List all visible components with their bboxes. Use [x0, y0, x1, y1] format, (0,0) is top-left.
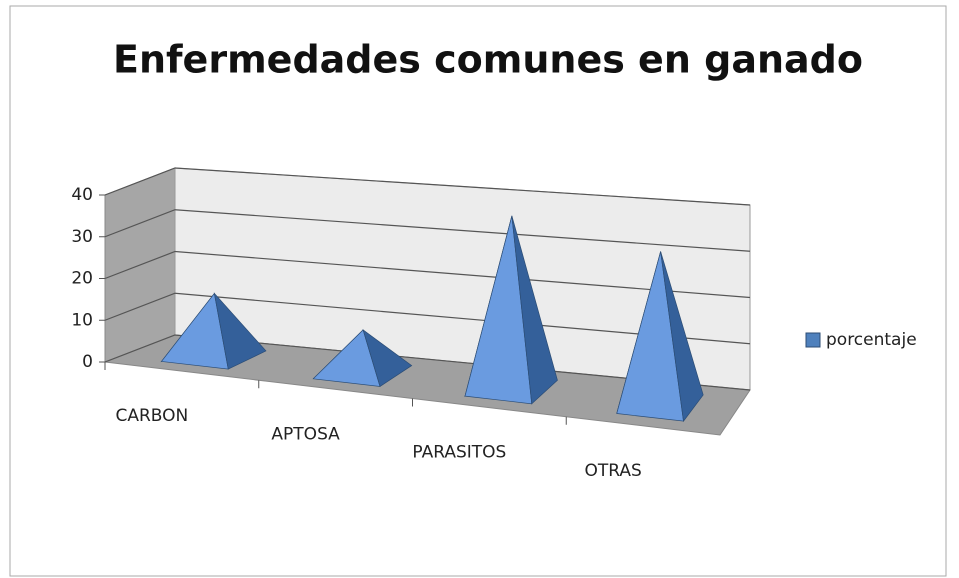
y-tick-label: 10	[71, 310, 93, 330]
legend-swatch	[805, 332, 821, 348]
grid-line	[104, 292, 751, 345]
chart-title: Enfermedades comunes en ganado	[113, 38, 863, 82]
grid-line	[104, 334, 751, 391]
x-tick-label: OTRAS	[584, 461, 641, 481]
pyramid	[160, 292, 267, 370]
x-tick-label: APTOSA	[271, 424, 340, 444]
y-tick-label: 40	[71, 185, 93, 205]
grid-line	[104, 209, 751, 252]
pyramid	[616, 251, 704, 423]
x-tick-label: PARASITOS	[412, 443, 506, 463]
legend-label: porcentaje	[826, 330, 917, 350]
pyramid	[464, 215, 558, 405]
grid-line	[104, 167, 751, 206]
pyramid	[312, 329, 413, 387]
x-tick-label: CARBON	[115, 406, 188, 426]
y-tick-label: 20	[71, 269, 93, 289]
pyramid-face	[213, 292, 267, 370]
pyramid-face	[511, 215, 558, 405]
pyramid-face	[660, 251, 704, 423]
y-tick-label: 0	[82, 352, 93, 372]
grid-line	[104, 250, 751, 299]
pyramid-face	[362, 329, 413, 387]
y-tick-label: 30	[71, 227, 93, 247]
